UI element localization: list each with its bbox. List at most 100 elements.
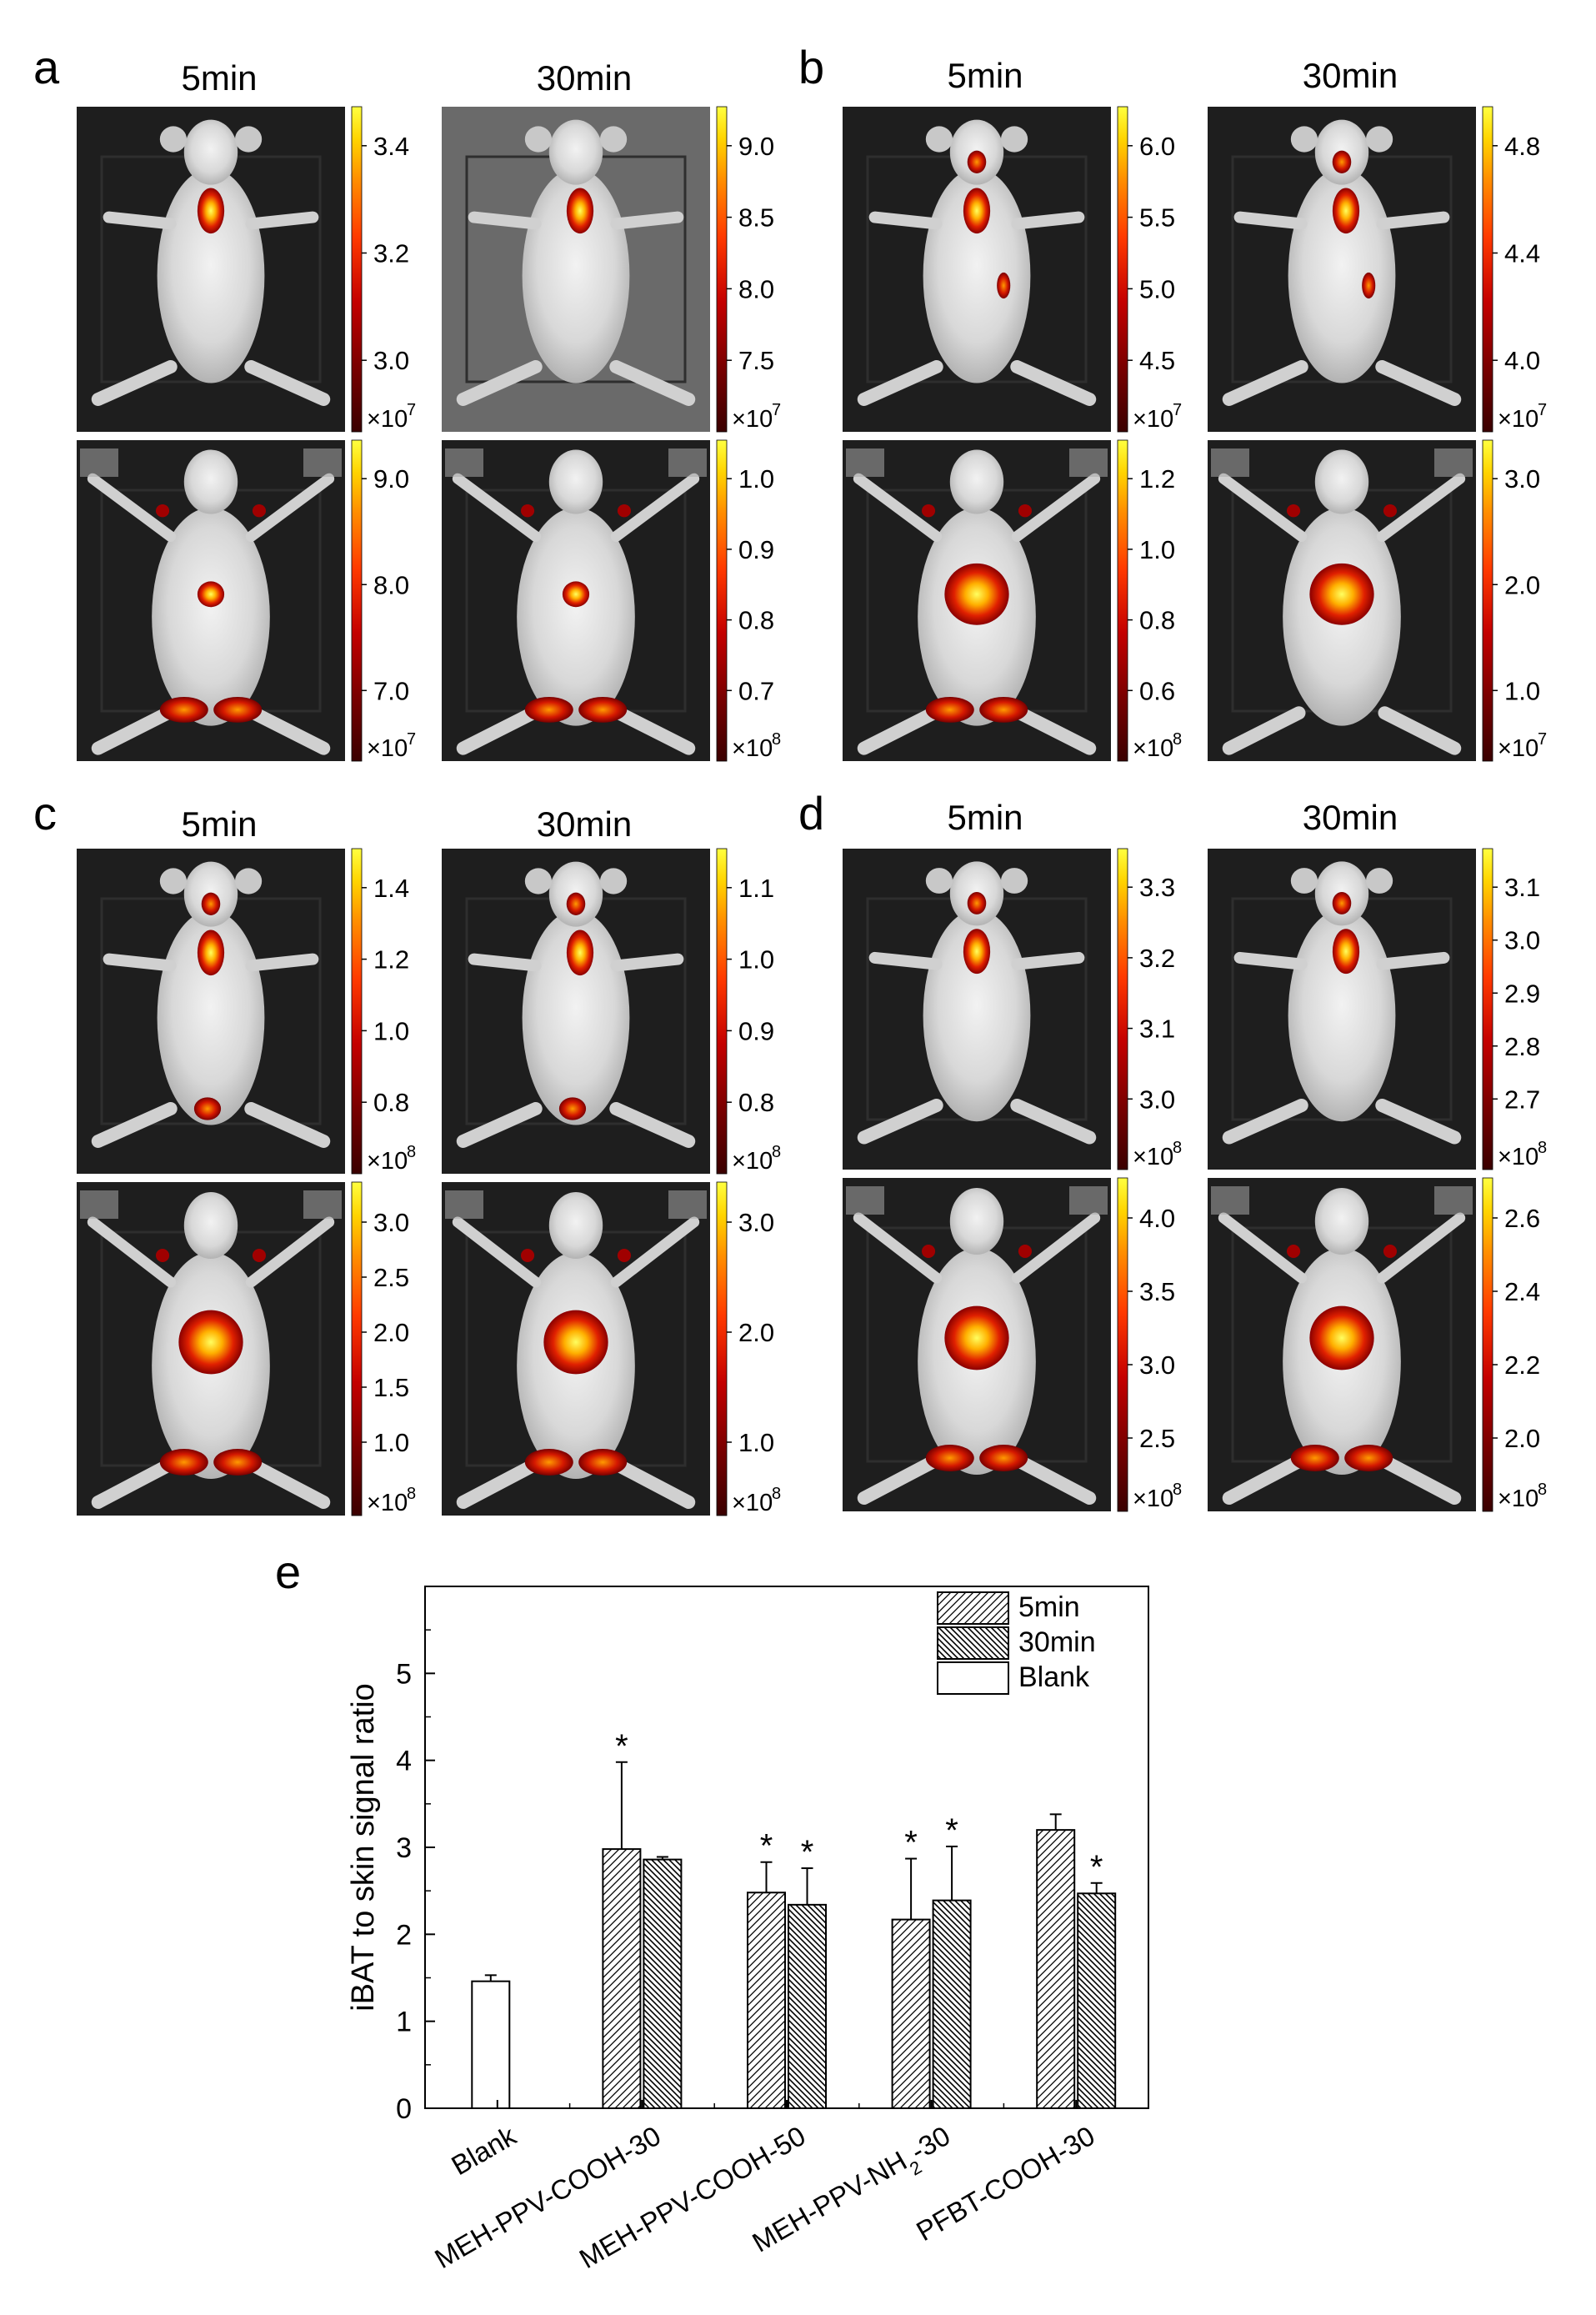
- colorbar-tick-label: 2.9: [1504, 979, 1540, 1008]
- colorbar-tick-label: 9.0: [373, 464, 409, 494]
- mouse-hindlimb: [1375, 1099, 1462, 1145]
- fluorescence-signal: [963, 891, 991, 975]
- colorbar-exponent: 8: [1538, 1481, 1547, 1499]
- mouse-forelimb: [1233, 951, 1308, 970]
- lower-signal: [213, 1449, 263, 1476]
- colorbar-tick-label: 2.0: [1504, 1424, 1540, 1453]
- colorbar-tick-label: 3.0: [1139, 1085, 1175, 1114]
- spot-signal: [558, 1097, 587, 1120]
- y-tick-label: 4: [396, 1746, 412, 1777]
- colorbar-scale: [1482, 1177, 1493, 1512]
- mouse-forelimb: [610, 1216, 700, 1288]
- colorbar-exponent: 8: [1173, 730, 1182, 749]
- colorbar-multiplier: ×10: [1133, 1144, 1173, 1170]
- fluorescence-signal: [1286, 504, 1398, 625]
- liver-signal: [562, 581, 590, 608]
- colorbar-tick-label: 0.9: [738, 535, 774, 564]
- significance-marker: *: [904, 1825, 918, 1862]
- y-tick-label: 1: [396, 2007, 412, 2038]
- fluorescence-signal: [155, 504, 267, 723]
- colorbar-tick-label: 3.1: [1504, 873, 1540, 902]
- colorbar-tick-label: 4.0: [1139, 1204, 1175, 1233]
- colorbar-exponent: 8: [772, 730, 781, 749]
- colorbar-tick-label: 0.8: [738, 1088, 774, 1117]
- lower-signal: [524, 697, 573, 723]
- mouse-torso: [923, 909, 1031, 1122]
- mouse-head: [183, 449, 238, 514]
- mouse-hindlimb: [857, 1455, 941, 1505]
- significance-marker: *: [615, 1728, 628, 1765]
- tape-strip: [445, 1190, 483, 1219]
- liver-signal: [1309, 1305, 1374, 1370]
- mouse-torso: [157, 910, 265, 1125]
- colorbar-scale: [1482, 439, 1493, 762]
- ibat-signal: [963, 929, 991, 975]
- bar-5min-MEH-PPV-COOH-50: [747, 1892, 786, 2110]
- colorbar-tick-label: 1.4: [373, 874, 409, 903]
- tape-strip: [1434, 448, 1473, 477]
- colorbar: 1.4 1.2 1.0 0.8 ×108: [351, 848, 416, 1175]
- x-tick-label-text: Blank: [446, 2120, 521, 2182]
- colorbar-scale: [351, 439, 363, 762]
- bar-30min-MEH-PPV-COOH-50: [788, 1903, 827, 2110]
- colorbar-tick-label: 1.0: [738, 945, 774, 975]
- fluorescence-image: 1.4 1.2 1.0 0.8 ×108: [77, 848, 416, 1175]
- time-label-5min: 5min: [947, 56, 1023, 95]
- significance-marker: *: [801, 1834, 814, 1871]
- colorbar-tick-label: 8.5: [738, 203, 774, 233]
- time-label-30min: 30min: [537, 804, 632, 844]
- mouse-forelimb: [468, 211, 542, 230]
- colorbar-tick-label: 2.2: [1504, 1350, 1540, 1380]
- mouse-hindlimb: [91, 1459, 175, 1509]
- mouse-forelimb: [853, 473, 943, 542]
- lower-signal: [979, 1445, 1028, 1471]
- panel-letter-a: a: [33, 41, 60, 93]
- colorbar-exponent: 8: [772, 1485, 781, 1503]
- mouse-head: [1314, 449, 1369, 514]
- mouse-hindlimb: [1222, 706, 1306, 755]
- y-tick-label: 2: [396, 1919, 412, 1951]
- colorbar-scale: [351, 848, 363, 1175]
- spot-signal: [193, 1097, 222, 1120]
- mouse-forelimb: [1376, 1212, 1466, 1284]
- mouse-hindlimb: [612, 706, 696, 755]
- mouse-hindlimb: [456, 706, 540, 755]
- colorbar-tick-label: 3.0: [738, 1208, 774, 1237]
- mouse-hindlimb: [456, 1459, 540, 1509]
- fluorescence-signal: [197, 188, 225, 234]
- mouse-forelimb: [245, 1216, 335, 1288]
- mouse-head: [183, 1192, 238, 1259]
- mouse-body: [456, 119, 696, 406]
- mouse-hindlimb: [91, 1102, 178, 1148]
- mouse-hindlimb: [91, 706, 175, 755]
- colorbar-tick-label: 3.0: [373, 346, 409, 375]
- colorbar: 3.0 2.5 2.0 1.5 1.0 ×108: [351, 1181, 416, 1516]
- mouse-forelimb: [1218, 473, 1308, 542]
- tape-strip: [1069, 448, 1108, 477]
- fluorescence-image: 3.1 3.0 2.9 2.8 2.7 ×108: [1208, 848, 1547, 1170]
- mouse-ear: [1290, 868, 1318, 894]
- colorbar-scale: [1117, 848, 1128, 1170]
- liver-signal: [1309, 563, 1374, 625]
- tape-strip: [80, 448, 118, 477]
- time-label-30min: 30min: [1303, 798, 1398, 837]
- fluorescence-image: 3.0 2.0 1.0 ×107: [1208, 439, 1547, 762]
- colorbar-multiplier: ×10: [732, 1148, 773, 1175]
- colorbar-tick-label: 8.0: [373, 570, 409, 599]
- colorbar-tick-label: 2.0: [1504, 570, 1540, 599]
- colorbar-tick-label: 2.0: [738, 1318, 774, 1347]
- mouse-ear: [925, 868, 953, 894]
- mouse-ear: [1365, 868, 1393, 894]
- mouse-forelimb: [1376, 473, 1466, 542]
- bar-30min-MEH-PPV-NH: [932, 1899, 972, 2109]
- colorbar-tick-label: 2.8: [1504, 1032, 1540, 1061]
- fluorescence-signal: [921, 504, 1033, 723]
- mouse-body: [91, 119, 331, 406]
- mouse-body: [857, 119, 1097, 406]
- colorbar-multiplier: ×10: [1498, 406, 1538, 433]
- colorbar: 3.3 3.2 3.1 3.0 ×108: [1117, 848, 1182, 1170]
- colorbar: 3.1 3.0 2.9 2.8 2.7 ×108: [1482, 848, 1547, 1170]
- colorbar-scale: [1117, 1177, 1128, 1512]
- colorbar-tick-label: 0.8: [373, 1088, 409, 1117]
